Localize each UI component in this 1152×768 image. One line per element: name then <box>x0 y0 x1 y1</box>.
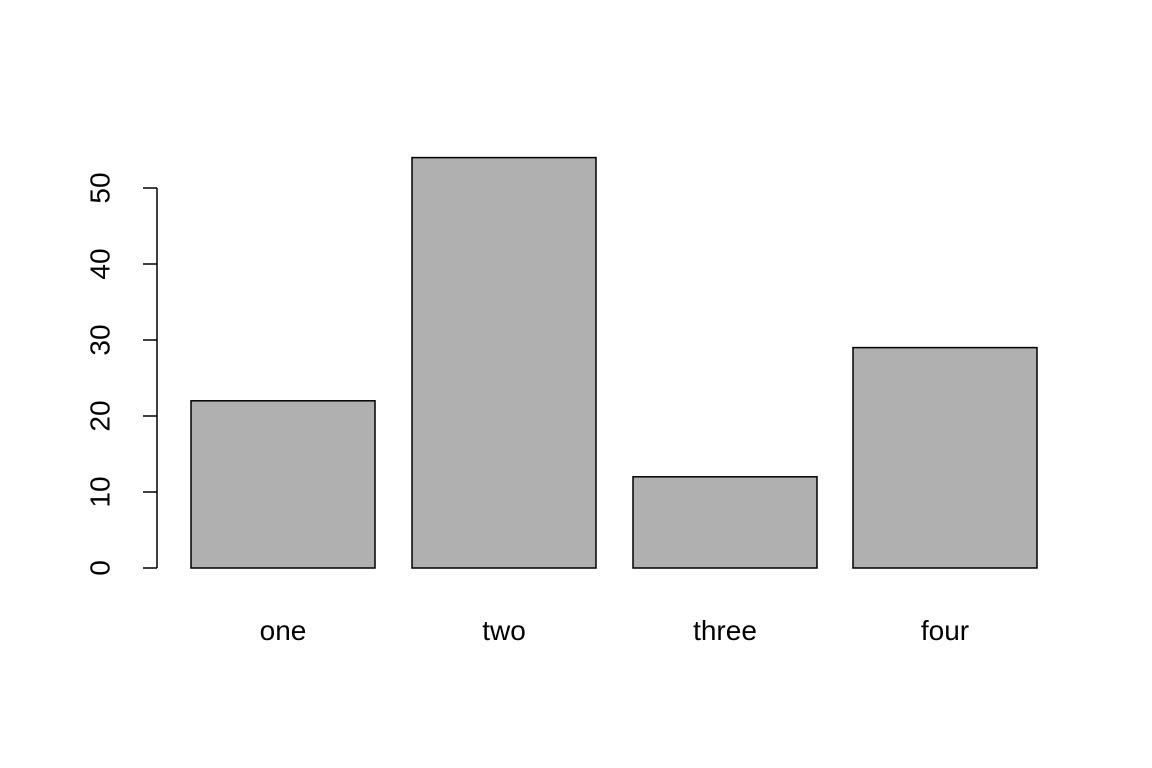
x-category-label-one: one <box>260 615 307 646</box>
bar-three <box>632 476 818 569</box>
y-tick-label-40: 40 <box>85 248 116 279</box>
bar-one <box>190 400 376 569</box>
x-category-label-two: two <box>482 615 526 646</box>
bars-group <box>190 156 1038 569</box>
x-category-label-three: three <box>693 615 757 646</box>
bar-two <box>411 156 597 569</box>
y-tick-label-30: 30 <box>85 324 116 355</box>
y-axis: 0 10 20 30 40 50 <box>85 172 158 576</box>
y-tick-label-0: 0 <box>85 560 116 576</box>
x-category-labels: one two three four <box>260 615 969 646</box>
x-category-label-four: four <box>921 615 969 646</box>
bar-four <box>852 346 1038 569</box>
y-tick-label-50: 50 <box>85 172 116 203</box>
y-tick-label-10: 10 <box>85 476 116 507</box>
y-tick-label-20: 20 <box>85 400 116 431</box>
